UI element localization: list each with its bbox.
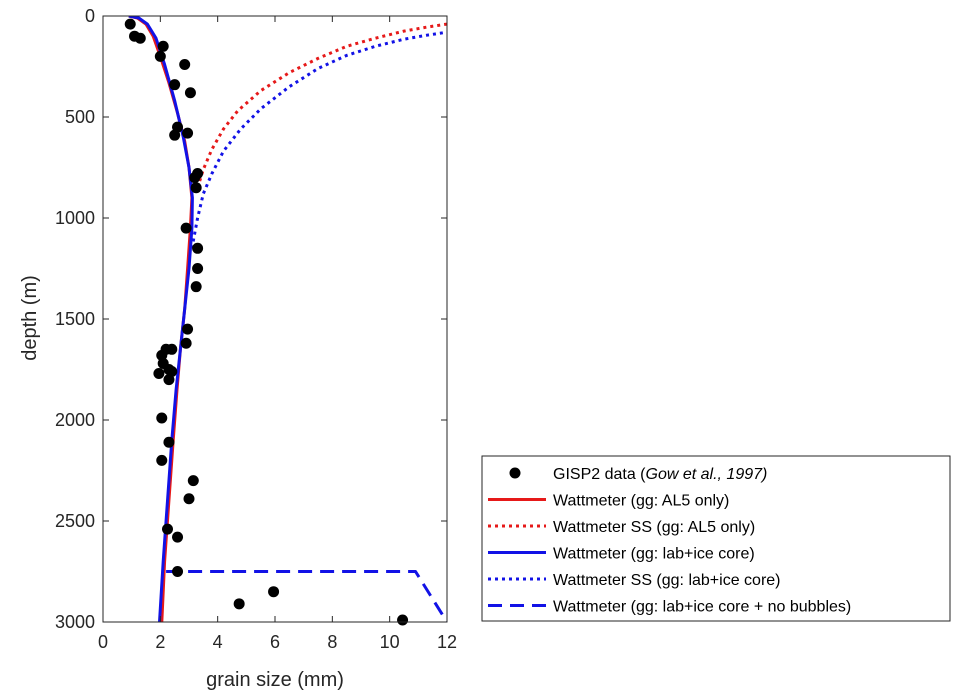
legend-label-5: Wattmeter (gg: lab+ice core + no bubbles… bbox=[553, 599, 851, 616]
series-line-5 bbox=[166, 570, 447, 622]
x-tick-label: 12 bbox=[437, 632, 457, 652]
data-point bbox=[183, 493, 195, 505]
data-point bbox=[169, 129, 181, 141]
legend-label-3: Wattmeter (gg: lab+ice core) bbox=[553, 546, 755, 563]
data-point bbox=[184, 87, 196, 99]
data-point bbox=[192, 263, 204, 274]
data-point bbox=[156, 412, 168, 424]
series-line-4 bbox=[190, 30, 447, 249]
axes: 0 2 4 6 8 10 12 0 500 1000 1500 2000 2500 3000 bbox=[55, 6, 457, 652]
series-line-3 bbox=[128, 16, 194, 622]
x-tick-label: 2 bbox=[155, 632, 165, 652]
legend-marker bbox=[509, 467, 521, 479]
data-point bbox=[124, 18, 136, 30]
x-tick-label: 4 bbox=[213, 632, 223, 652]
x-tick-label: 6 bbox=[270, 632, 280, 652]
data-point bbox=[169, 79, 181, 91]
data-point bbox=[190, 182, 202, 194]
x-axis-label: grain size (mm) bbox=[206, 669, 344, 691]
data-point bbox=[163, 436, 175, 448]
y-tick-label: 500 bbox=[65, 107, 95, 127]
data-point bbox=[153, 368, 165, 380]
legend-box bbox=[481, 455, 951, 622]
axes-box bbox=[102, 15, 448, 623]
y-tick-label: 1000 bbox=[55, 208, 95, 228]
data-point bbox=[233, 598, 245, 610]
legend-label-0: GISP2 data (Gow et al., 1997) bbox=[553, 466, 767, 483]
y-tick-label: 0 bbox=[85, 6, 95, 26]
x-tick-label: 0 bbox=[98, 632, 108, 652]
y-tick-label: 2500 bbox=[55, 511, 95, 531]
data-point bbox=[163, 374, 175, 386]
x-tick-label: 8 bbox=[327, 632, 337, 652]
data-point bbox=[182, 127, 194, 139]
data-point bbox=[192, 242, 204, 254]
legend: GISP2 data (Gow et al., 1997) Wattmeter (… bbox=[481, 455, 951, 622]
data-point bbox=[179, 58, 191, 70]
data-point bbox=[162, 523, 173, 535]
legend-label-1: Wattmeter (gg: AL5 only) bbox=[553, 493, 729, 510]
data-point bbox=[190, 281, 202, 293]
y-tick-label: 1500 bbox=[55, 309, 95, 329]
data-point bbox=[187, 475, 199, 487]
y-axis-label: depth (m) bbox=[19, 275, 41, 361]
legend-label-2: Wattmeter SS (gg: AL5 only) bbox=[553, 519, 755, 536]
data-point bbox=[172, 566, 184, 577]
y-tick-label: 2000 bbox=[55, 410, 95, 430]
x-tick-label: 10 bbox=[380, 632, 400, 652]
data-point bbox=[154, 50, 166, 62]
data-point bbox=[134, 32, 146, 44]
plot-area bbox=[124, 16, 447, 626]
plot-series bbox=[128, 16, 447, 622]
y-tick-label: 3000 bbox=[55, 612, 95, 632]
series-line-2 bbox=[196, 22, 447, 189]
data-point bbox=[180, 222, 192, 234]
data-point bbox=[156, 454, 168, 466]
data-point bbox=[182, 323, 194, 335]
data-point bbox=[180, 337, 192, 349]
data-point bbox=[157, 40, 169, 52]
legend-label-4: Wattmeter SS (gg: lab+ice core) bbox=[553, 572, 781, 589]
data-point bbox=[172, 531, 184, 543]
data-point bbox=[397, 614, 409, 626]
data-point bbox=[268, 586, 280, 598]
data-point bbox=[192, 168, 204, 180]
